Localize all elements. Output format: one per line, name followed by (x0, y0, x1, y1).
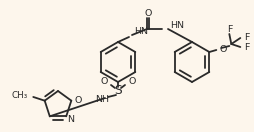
Text: O: O (74, 96, 82, 105)
Text: O: O (100, 77, 108, 86)
Text: F: F (227, 25, 232, 34)
Text: F: F (244, 32, 250, 41)
Text: HN: HN (134, 27, 148, 37)
Text: NH: NH (95, 95, 109, 103)
Text: S: S (114, 84, 122, 98)
Text: O: O (144, 10, 152, 18)
Text: N: N (67, 115, 74, 124)
Text: O: O (219, 44, 227, 53)
Text: HN: HN (170, 22, 184, 30)
Text: F: F (244, 44, 250, 53)
Text: O: O (128, 77, 136, 86)
Text: CH₃: CH₃ (11, 91, 27, 100)
